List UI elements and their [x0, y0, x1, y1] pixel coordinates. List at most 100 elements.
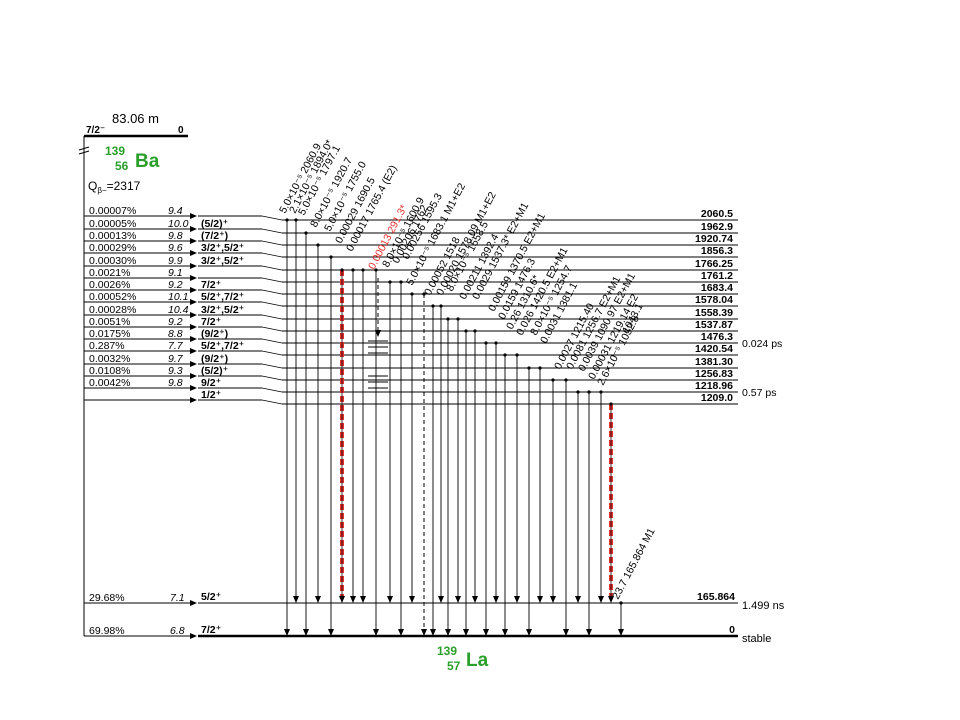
gamma-label: 23.7 165.864 M1	[610, 526, 658, 601]
gamma-origin-dot	[388, 280, 392, 284]
level-energy: 1209.0	[701, 392, 733, 404]
beta-arrow-icon	[190, 226, 197, 232]
beta-logft: 9.1	[168, 267, 183, 279]
gamma-arrow-icon	[575, 596, 581, 603]
level-halflife: 0.57 ps	[742, 387, 776, 399]
level-energy: 1761.2	[701, 270, 733, 282]
gamma-transition	[502, 353, 508, 636]
level-spin: 7/2⁺	[201, 624, 221, 636]
daughter-level: 1209.0	[282, 392, 738, 405]
beta-logft: 9.3	[168, 365, 183, 377]
gamma-origin-dot	[431, 304, 435, 308]
beta-arrow-icon	[190, 250, 197, 256]
beta-arrow-icon	[190, 238, 197, 244]
beta-branch-row: 0.00029% 9.6 3/2⁺,5/2⁺	[84, 242, 283, 258]
gamma-transition	[537, 366, 543, 603]
beta-intensity: 0.0026%	[89, 279, 130, 291]
gamma-arrow-icon	[586, 629, 592, 636]
gamma-transition	[608, 402, 614, 603]
level-spin: (5/2)⁺	[201, 365, 228, 377]
beta-intensity: 0.00013%	[89, 230, 136, 242]
level-energy: 1218.96	[695, 380, 733, 392]
beta-intensity: 0.287%	[89, 340, 125, 352]
beta-arrow-icon	[190, 213, 197, 219]
gamma-origin-dot	[587, 390, 591, 394]
beta-branch-row: 0.00005% 10.0 (5/2)⁺	[84, 218, 283, 234]
gamma-transition	[315, 243, 321, 603]
daughter-level: 1761.2	[282, 270, 738, 283]
parent-half-life: 83.06 m	[112, 111, 159, 126]
beta-logft: 9.2	[168, 316, 183, 328]
gamma-origin-dot	[316, 243, 320, 247]
gamma-transitions	[284, 218, 624, 636]
q-value-prefix: Q	[88, 179, 97, 193]
beta-branch-row: 0.0175% 8.8 (9/2⁺)	[84, 328, 283, 344]
beta-arrow-icon	[190, 336, 197, 342]
gamma-arrow-icon	[618, 629, 624, 636]
gamma-transition	[483, 341, 489, 636]
q-value-label: Qβ−=2317	[88, 179, 141, 195]
beta-intensity: 0.00007%	[89, 205, 136, 217]
gamma-origin-dot	[340, 268, 344, 272]
level-connector	[261, 350, 283, 356]
beta-logft: 10.1	[168, 291, 188, 303]
level-spin: (9/2⁺)	[201, 328, 228, 340]
beta-logft: 7.1	[170, 592, 185, 604]
beta-branch-row: 0.00007% 9.4	[84, 205, 283, 221]
level-connector	[261, 301, 283, 307]
beta-intensity: 0.00052%	[89, 291, 136, 303]
level-spin: (5/2)⁺	[201, 218, 228, 230]
beta-arrow-icon	[190, 385, 197, 391]
daughter-level: 1683.4	[282, 282, 738, 295]
parent-mass-number: 139	[105, 144, 125, 158]
gamma-arrow-icon	[483, 629, 489, 636]
gamma-origin-dot	[329, 255, 333, 259]
gamma-transition	[421, 292, 427, 636]
gamma-arrow-icon	[526, 629, 532, 636]
beta-arrow-icon	[190, 324, 197, 330]
daughter-levels: 2060.51962.91920.741856.31766.251761.216…	[84, 208, 785, 645]
gamma-origin-dot	[464, 329, 468, 333]
gamma-origin-dot	[576, 390, 580, 394]
gamma-transition	[398, 280, 404, 636]
level-spin: 5/2⁺,7/2⁺	[201, 291, 244, 303]
gamma-transition	[472, 329, 478, 603]
daughter-level: 1256.83	[282, 368, 738, 381]
parent-symbol: Ba	[135, 151, 160, 172]
beta-arrow-icon	[190, 263, 197, 269]
beta-logft: 9.4	[168, 205, 183, 217]
gamma-transition	[438, 304, 444, 603]
gamma-arrow-icon	[315, 596, 321, 603]
gamma-origin-dot	[599, 390, 603, 394]
q-value-subscript: β−	[97, 186, 107, 195]
gamma-origin-dot	[399, 280, 403, 284]
gamma-arrow-icon	[430, 629, 436, 636]
gamma-transition	[618, 601, 624, 636]
gamma-origin-dot	[564, 378, 568, 382]
gamma-arrow-icon	[339, 596, 345, 603]
gamma-transition	[445, 317, 451, 636]
daughter-level: 2060.5	[282, 208, 738, 221]
gamma-transition	[350, 268, 356, 603]
gamma-origin-dot	[503, 353, 507, 357]
daughter-level: 1920.74	[282, 233, 738, 246]
gamma-origin-dot	[422, 292, 426, 296]
gamma-transition	[526, 366, 532, 636]
gamma-arrow-icon	[455, 596, 461, 603]
daughter-level: 1420.54	[282, 343, 738, 356]
gamma-origin-dot	[294, 218, 298, 222]
beta-logft: 8.8	[168, 328, 183, 340]
beta-branch-row: 0.0032% 9.7 (9/2⁺)	[84, 353, 283, 369]
level-connector	[261, 326, 283, 332]
beta-intensity: 29.68%	[89, 592, 125, 604]
beta-intensity: 0.0175%	[89, 328, 130, 340]
daughter-level: 1856.3	[282, 245, 738, 258]
gamma-origin-dot	[527, 366, 531, 370]
beta-branch-row: 0.00052% 10.1 5/2⁺,7/2⁺	[84, 291, 283, 307]
gamma-arrow-icon	[373, 629, 379, 636]
gamma-arrow-icon	[563, 629, 569, 636]
gamma-arrow-icon	[608, 596, 614, 603]
beta-logft: 9.7	[168, 353, 184, 365]
level-connector	[261, 399, 283, 405]
